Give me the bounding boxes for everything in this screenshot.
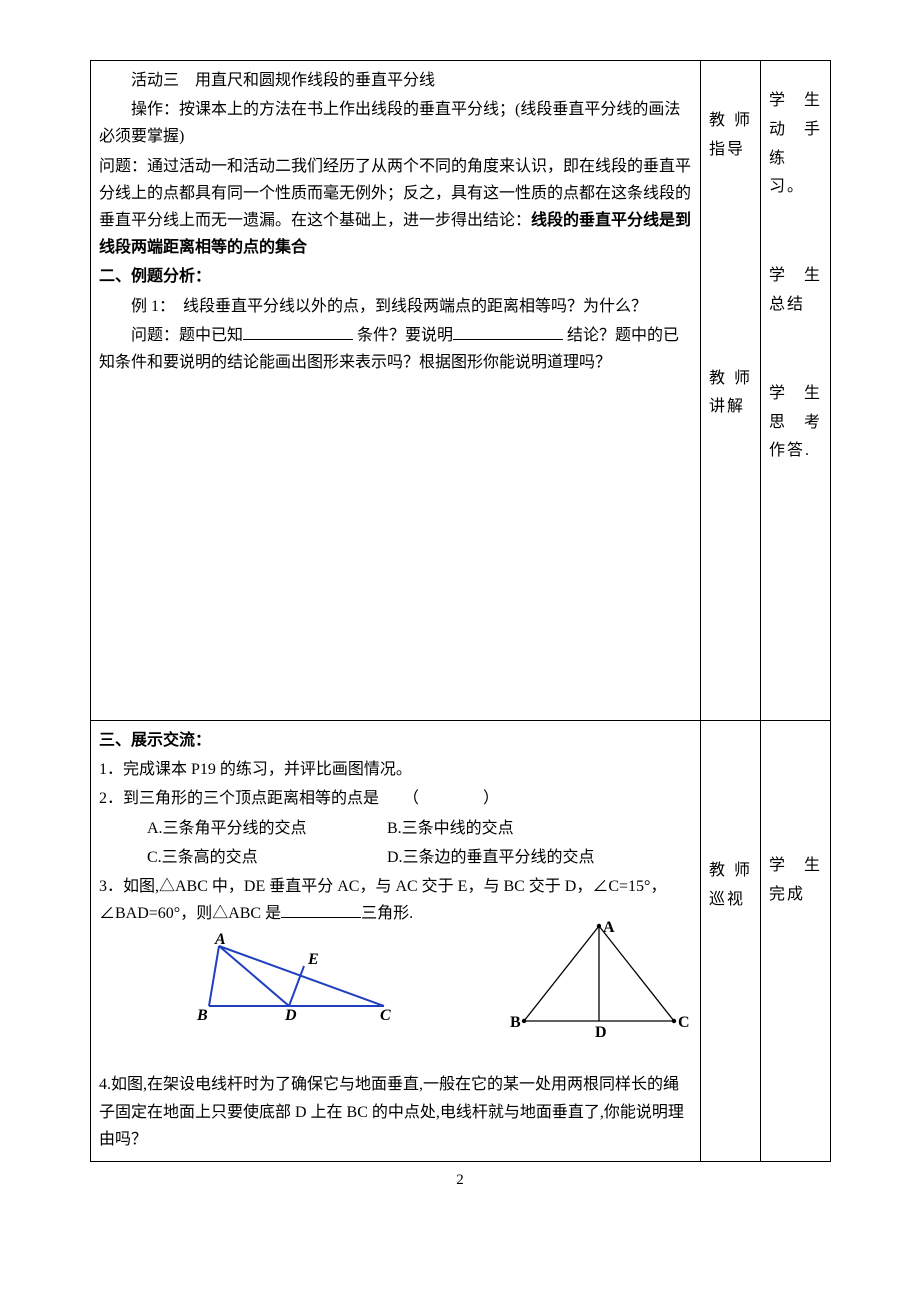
item-2-options-cd: C.三条高的交点D.三条边的垂直平分线的交点 <box>99 844 692 871</box>
page-number: 2 <box>90 1172 830 1189</box>
student-note-2: 学生总结 <box>769 262 822 320</box>
q-pre: 问题：题中已知 <box>131 327 243 344</box>
activity3-question: 问题：通过活动一和活动二我们经历了从两个不同的角度来认识，即在线段的垂直平分线上… <box>99 153 692 262</box>
teacher-cell-1: 教师指导 教师讲解 <box>701 61 761 721</box>
row-1: 活动三 用直尺和圆规作线段的垂直平分线 操作：按课本上的方法在书上作出线段的垂直… <box>91 61 831 721</box>
page: 活动三 用直尺和圆规作线段的垂直平分线 操作：按课本上的方法在书上作出线段的垂直… <box>0 0 920 1229</box>
q-mid: 条件？要说明 <box>353 327 453 344</box>
row-2: 三、展示交流： 1．完成课本 P19 的练习，并评比画图情况。 2．到三角形的三… <box>91 721 831 1162</box>
main-cell-1: 活动三 用直尺和圆规作线段的垂直平分线 操作：按课本上的方法在书上作出线段的垂直… <box>91 61 701 721</box>
blank-1 <box>243 323 353 340</box>
item-2: 2．到三角形的三个顶点距离相等的点是 （ ） <box>99 785 692 812</box>
svg-text:A: A <box>603 921 615 936</box>
item-2-options-ab: A.三条角平分线的交点B.三条中线的交点 <box>99 815 692 842</box>
blank-2 <box>453 323 563 340</box>
teacher-cell-2: 教师巡视 <box>701 721 761 1162</box>
opt-d: D.三条边的垂直平分线的交点 <box>387 849 595 866</box>
teacher-note-2: 教师讲解 <box>709 365 752 423</box>
item-3b: 三角形. <box>361 905 413 922</box>
svg-text:B: B <box>510 1014 521 1031</box>
svg-text:C: C <box>678 1014 689 1031</box>
layout-table: 活动三 用直尺和圆规作线段的垂直平分线 操作：按课本上的方法在书上作出线段的垂直… <box>90 60 831 1162</box>
triangle-figure-2: A B C D <box>509 921 689 1046</box>
svg-text:A: A <box>214 931 226 948</box>
opt-a: A.三条角平分线的交点 <box>147 815 387 842</box>
activity3-title: 活动三 用直尺和圆规作线段的垂直平分线 <box>99 67 692 94</box>
student-cell-1: 学生动手练习。 学生总结 学生思考作答. <box>761 61 831 721</box>
item-1: 1．完成课本 P19 的练习，并评比画图情况。 <box>99 756 692 783</box>
student-note-1: 学生动手练习。 <box>769 87 822 202</box>
svg-text:D: D <box>595 1024 607 1041</box>
main-cell-2: 三、展示交流： 1．完成课本 P19 的练习，并评比画图情况。 2．到三角形的三… <box>91 721 701 1162</box>
section2-title: 二、例题分析： <box>99 263 692 290</box>
teacher-note-1: 教师指导 <box>709 107 752 165</box>
svg-text:B: B <box>196 1007 208 1024</box>
student-note-4: 学生完成 <box>769 852 822 910</box>
teacher-note-3: 教师巡视 <box>709 857 752 915</box>
svg-text:E: E <box>307 951 319 968</box>
example1-question: 问题：题中已知 条件？要说明 结论？题中的已知条件和要说明的结论能画出图形来表示… <box>99 322 692 376</box>
item-4: 4.如图,在架设电线杆时为了确保它与地面垂直,一般在它的某一处用两根同样长的绳子… <box>99 1071 692 1153</box>
opt-b: B.三条中线的交点 <box>387 820 514 837</box>
student-note-3: 学生思考作答. <box>769 380 822 466</box>
activity3-operation: 操作：按课本上的方法在书上作出线段的垂直平分线；(线段垂直平分线的画法必须要掌握… <box>99 96 692 150</box>
student-cell-2: 学生完成 <box>761 721 831 1162</box>
svg-text:D: D <box>284 1007 297 1024</box>
example1: 例 1： 线段垂直平分线以外的点，到线段两端点的距离相等吗？为什么？ <box>99 293 692 320</box>
svg-text:C: C <box>380 1007 391 1024</box>
triangle-figure-1: A B C D E <box>149 931 409 1026</box>
figures: A B C D E A B C D <box>99 931 692 1071</box>
vertical-space <box>99 378 692 588</box>
blank-3 <box>281 901 361 918</box>
item-3: 3．如图,△ABC 中，DE 垂直平分 AC，与 AC 交于 E，与 BC 交于… <box>99 873 692 927</box>
opt-c: C.三条高的交点 <box>147 844 387 871</box>
section3-title: 三、展示交流： <box>99 727 692 754</box>
